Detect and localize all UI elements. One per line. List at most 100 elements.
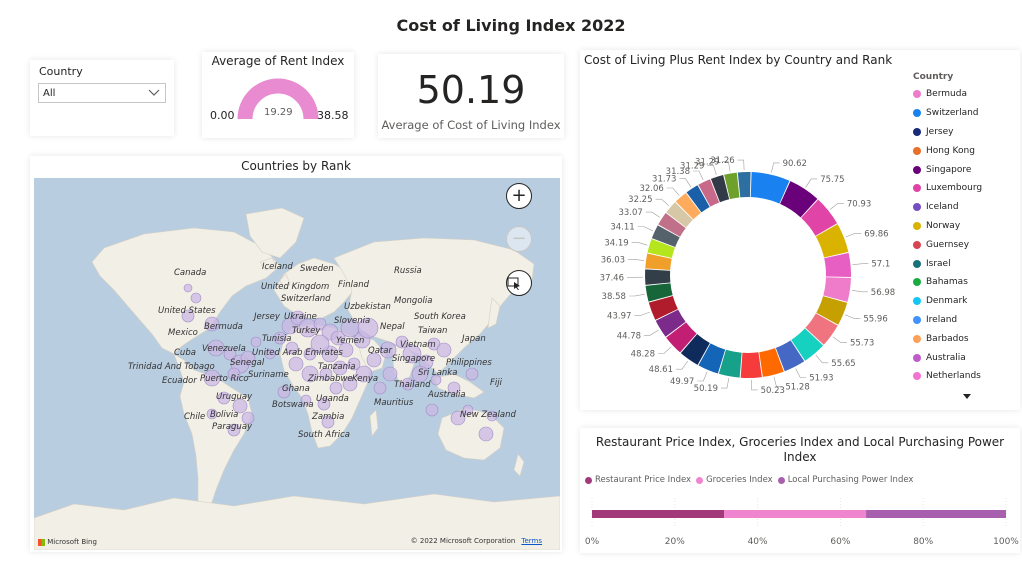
map-bubble[interactable] (223, 347, 237, 361)
map-bubble[interactable] (462, 404, 474, 416)
map-bubble[interactable] (207, 339, 225, 357)
country-dropdown[interactable]: All (38, 83, 166, 103)
bar-segment[interactable] (724, 510, 867, 518)
map-bubble[interactable] (330, 330, 346, 346)
donut-slice[interactable] (801, 199, 838, 236)
map-bubble[interactable] (321, 415, 335, 429)
map-bubble[interactable] (250, 336, 262, 348)
map-bubble[interactable] (402, 344, 422, 364)
donut-slice[interactable] (791, 328, 824, 361)
map-bubble[interactable] (329, 381, 343, 395)
map-bubble[interactable] (486, 410, 498, 422)
legend-scroll-down-icon[interactable] (963, 394, 971, 399)
map-bubble[interactable] (425, 403, 439, 417)
map-bubble[interactable] (430, 374, 442, 386)
map-bubble[interactable] (401, 377, 415, 391)
donut-slice[interactable] (737, 171, 751, 198)
bar-legend-item[interactable]: Local Purchasing Power Index (777, 475, 913, 485)
map-bubble[interactable] (277, 385, 291, 399)
legend-item[interactable]: Israel (913, 254, 1013, 273)
map-bubble[interactable] (450, 410, 466, 426)
map-bubble[interactable] (183, 283, 193, 293)
map-bubble[interactable] (366, 352, 382, 368)
map-bubble[interactable] (227, 423, 241, 437)
rent-index-gauge[interactable]: Average of Rent Index 0.00 19.29 38.58 (202, 52, 354, 138)
legend-item[interactable]: Barbados (913, 329, 1013, 348)
map-bubble[interactable] (313, 317, 327, 331)
map-bubble[interactable] (217, 391, 231, 405)
donut-slice[interactable] (718, 349, 742, 378)
map-bubble[interactable] (447, 381, 461, 395)
legend-item[interactable]: Luxembourg (913, 179, 1013, 198)
legend-item[interactable]: Bermuda (913, 85, 1013, 104)
map-bubble[interactable] (465, 367, 479, 381)
donut-slice[interactable] (816, 296, 848, 325)
donut-slice[interactable] (686, 185, 710, 213)
map-canvas[interactable]: Canada Iceland Sweden Russia Finland United K… (34, 178, 560, 550)
legend-item[interactable]: Singapore (913, 160, 1013, 179)
map-bubble[interactable] (240, 350, 256, 366)
donut-slice[interactable] (647, 239, 675, 258)
donut-slice[interactable] (698, 343, 726, 374)
donut-slice[interactable] (675, 192, 701, 220)
donut-slice[interactable] (815, 224, 849, 258)
legend-item[interactable]: Bahamas (913, 273, 1013, 292)
donut-slice[interactable] (666, 202, 693, 228)
map-bubble[interactable] (379, 341, 397, 359)
bar-segment[interactable] (592, 510, 725, 518)
map-bubble[interactable] (285, 341, 299, 355)
bar-legend-item[interactable]: Groceries Index (696, 475, 773, 485)
map-bubble[interactable] (342, 376, 358, 392)
donut-slice[interactable] (724, 172, 740, 200)
map-bubble[interactable] (317, 397, 331, 411)
legend-item[interactable]: Switzerland (913, 104, 1013, 123)
legend-item[interactable]: Guernsey (913, 235, 1013, 254)
map-bubble[interactable] (436, 342, 452, 358)
map-bubble[interactable] (478, 426, 494, 442)
map-bubble[interactable] (241, 411, 255, 425)
legend-item[interactable]: Norway (913, 217, 1013, 236)
map-bubble[interactable] (273, 331, 287, 345)
map-bubble[interactable] (232, 398, 248, 414)
donut-slice[interactable] (780, 181, 818, 218)
legend-item[interactable]: Denmark (913, 292, 1013, 311)
map-bubble[interactable] (303, 347, 317, 361)
map-bubble[interactable] (206, 408, 218, 420)
map-bubble[interactable] (181, 309, 195, 323)
map-bubble[interactable] (319, 367, 333, 381)
donut-slice[interactable] (824, 252, 851, 277)
cost-of-living-kpi-card[interactable]: 50.19 Average of Cost of Living Index (378, 54, 564, 138)
map-bubble[interactable] (373, 381, 387, 395)
map-bubble[interactable] (357, 317, 379, 339)
donut-slice[interactable] (750, 172, 790, 204)
donut-slice[interactable] (648, 295, 678, 320)
donut-slice[interactable] (645, 283, 673, 302)
donut-slice[interactable] (823, 277, 851, 302)
map-bubble[interactable] (332, 360, 348, 376)
map-bubble[interactable] (227, 367, 241, 381)
donut-slice[interactable] (651, 225, 680, 248)
donut-slice[interactable] (759, 348, 784, 377)
zoom-in-button[interactable]: + (506, 183, 532, 209)
map-bubble[interactable] (347, 357, 361, 371)
donut-slice[interactable] (698, 179, 720, 207)
donut-slice[interactable] (666, 322, 697, 353)
map-bubble[interactable] (300, 394, 312, 406)
donut-slice[interactable] (805, 313, 838, 345)
map-bubble[interactable] (355, 365, 373, 383)
terms-link[interactable]: Terms (521, 537, 542, 545)
bar-legend-item[interactable]: Restaurant Price Index (585, 475, 691, 485)
legend-item[interactable]: Hong Kong (913, 141, 1013, 160)
legend-item[interactable]: Iceland (913, 198, 1013, 217)
legend-item[interactable]: Netherlands (913, 367, 1013, 386)
map-bubble[interactable] (338, 342, 354, 358)
donut-slice[interactable] (775, 340, 805, 372)
legend-item[interactable]: Australia (913, 348, 1013, 367)
map-bubble[interactable] (288, 356, 304, 372)
donut-slice[interactable] (645, 269, 671, 285)
lasso-select-button[interactable] (506, 270, 532, 296)
donut-slice[interactable] (658, 213, 686, 237)
donut-slice[interactable] (740, 352, 762, 379)
map-bubble[interactable] (301, 365, 319, 383)
legend-item[interactable]: Ireland (913, 311, 1013, 330)
